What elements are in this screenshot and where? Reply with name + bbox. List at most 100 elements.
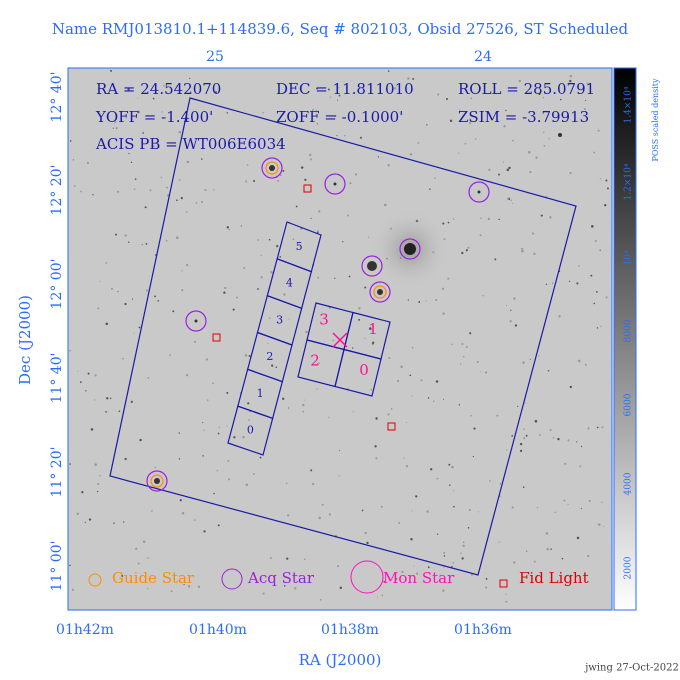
noise-dot: [410, 538, 413, 541]
noise-dot: [561, 557, 564, 560]
noise-dot: [437, 93, 440, 96]
noise-dot: [128, 241, 130, 244]
noise-dot: [260, 276, 263, 279]
noise-dot: [407, 77, 410, 80]
noise-dot: [578, 265, 580, 267]
noise-dot: [426, 124, 428, 126]
noise-dot: [124, 457, 127, 461]
noise-dot: [513, 561, 516, 564]
noise-dot: [412, 77, 415, 80]
noise-dot: [135, 547, 138, 550]
noise-dot: [294, 587, 297, 590]
noise-dot: [557, 437, 560, 441]
noise-dot: [580, 507, 582, 509]
noise-dot: [318, 210, 321, 213]
noise-dot: [547, 370, 549, 372]
noise-dot: [141, 244, 143, 246]
acis-i-label: 1: [368, 320, 378, 338]
acis-s-label: 2: [266, 350, 273, 363]
noise-dot: [449, 119, 453, 123]
noise-dot: [393, 87, 397, 90]
noise-dot: [411, 395, 413, 397]
noise-dot: [69, 350, 71, 352]
noise-dot: [283, 585, 286, 587]
noise-dot: [587, 427, 590, 430]
title: Name RMJ013810.1+114839.6, Seq # 802103,…: [52, 20, 629, 38]
noise-dot: [508, 166, 511, 170]
noise-dot: [178, 458, 181, 460]
noise-dot: [459, 363, 462, 365]
noise-dot: [519, 442, 523, 446]
noise-dot: [549, 429, 552, 432]
noise-dot: [154, 295, 156, 298]
noise-dot: [260, 254, 262, 257]
noise-dot: [176, 199, 178, 202]
noise-dot: [88, 518, 92, 521]
noise-dot: [366, 541, 369, 545]
noise-dot: [302, 410, 305, 413]
noise-dot: [311, 108, 314, 111]
noise-dot: [336, 565, 340, 568]
noise-dot: [113, 123, 115, 125]
colorbar-tick-label: 4000: [624, 472, 634, 495]
noise-dot: [351, 347, 354, 349]
noise-dot: [479, 234, 482, 237]
noise-dot: [458, 404, 461, 406]
noise-dot: [226, 425, 228, 427]
noise-dot: [425, 300, 427, 302]
noise-dot: [178, 130, 182, 134]
noise-dot: [193, 340, 197, 343]
noise-dot: [364, 286, 367, 289]
noise-dot: [569, 171, 572, 175]
noise-dot: [383, 580, 385, 583]
noise-dot: [445, 97, 448, 101]
noise-dot: [579, 465, 582, 468]
noise-dot: [300, 166, 304, 169]
noise-dot: [576, 536, 580, 540]
noise-dot: [344, 135, 346, 137]
noise-dot: [411, 346, 414, 349]
noise-dot: [411, 510, 413, 512]
noise-dot: [413, 565, 415, 567]
noise-dot: [240, 225, 242, 227]
noise-dot: [200, 200, 204, 204]
aimpoint: [332, 332, 348, 348]
noise-dot: [485, 586, 488, 589]
noise-dot: [552, 437, 555, 439]
noise-dot: [332, 339, 335, 342]
noise-dot: [114, 233, 117, 236]
noise-dot: [228, 228, 230, 231]
noise-dot: [138, 326, 141, 329]
noise-dot: [317, 230, 319, 232]
noise-dot: [292, 118, 294, 120]
noise-dot: [580, 445, 583, 448]
noise-dot: [535, 156, 538, 159]
info-yoff: YOFF = -1.400': [95, 108, 213, 126]
noise-dot: [587, 554, 590, 558]
legend-guide: Guide Star: [112, 569, 195, 587]
noise-dot: [376, 596, 378, 598]
noise-dot: [484, 371, 488, 374]
noise-dot: [257, 239, 259, 241]
noise-dot: [123, 521, 125, 523]
noise-dot: [267, 342, 269, 344]
noise-dot: [432, 400, 435, 403]
noise-dot: [593, 302, 596, 305]
info-dec: DEC = 11.811010: [276, 80, 414, 98]
noise-dot: [245, 180, 248, 183]
noise-dot: [461, 557, 464, 560]
noise-dot: [178, 179, 181, 181]
noise-dot: [542, 96, 545, 99]
noise-dot: [499, 483, 501, 485]
noise-dot: [118, 410, 121, 413]
noise-dot: [128, 152, 130, 155]
noise-dot: [415, 495, 418, 498]
noise-dot: [105, 410, 107, 413]
noise-dot: [377, 156, 380, 158]
noise-dot: [161, 111, 163, 113]
acis-i-chip: [334, 348, 382, 397]
noise-dot: [115, 127, 118, 130]
noise-dot: [567, 503, 569, 505]
noise-dot: [85, 390, 87, 392]
noise-dot: [160, 176, 163, 179]
